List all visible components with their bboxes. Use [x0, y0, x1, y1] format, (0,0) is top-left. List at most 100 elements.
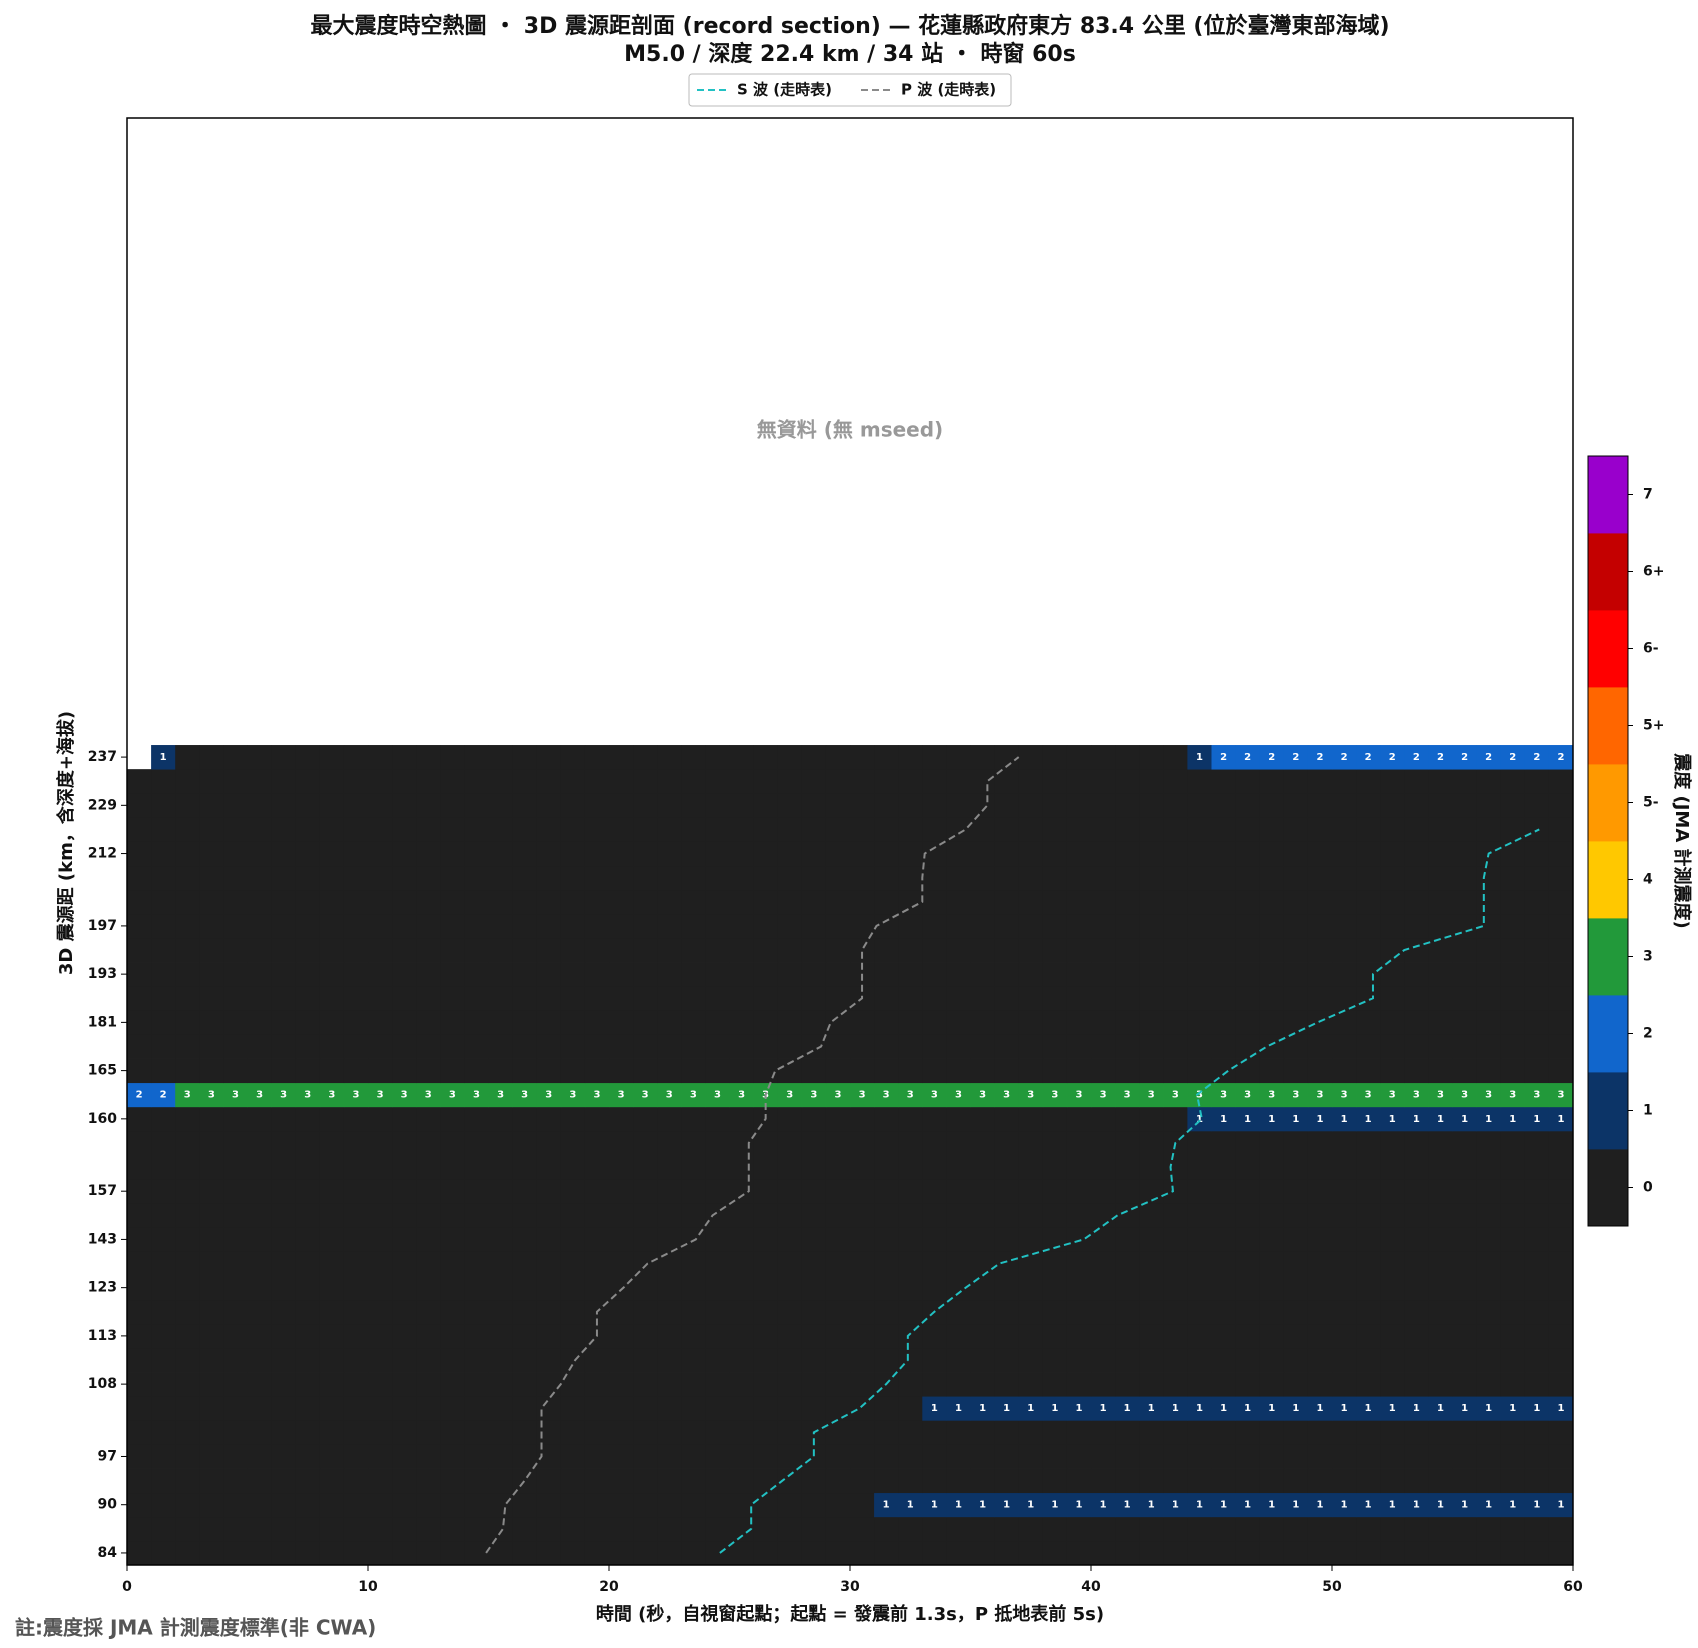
heat-cell — [1115, 1227, 1140, 1252]
heat-cell — [633, 1299, 658, 1325]
heat-cell — [1524, 937, 1550, 963]
heat-cell — [1524, 1058, 1550, 1084]
heat-cell — [1187, 1155, 1212, 1180]
heat-cell — [1380, 1420, 1405, 1445]
heat-cell — [1548, 962, 1574, 987]
heat-cell — [1235, 1372, 1261, 1397]
heat-cell — [874, 1010, 899, 1035]
cell-label: 1 — [1557, 1500, 1564, 1511]
heat-cell — [1307, 769, 1333, 794]
heat-cell — [488, 1010, 513, 1035]
heat-cell — [1428, 986, 1453, 1011]
heat-cell — [1548, 913, 1574, 939]
heat-cell — [705, 1251, 730, 1276]
heat-cell — [657, 1347, 682, 1373]
heat-cell — [850, 769, 875, 794]
heat-cell — [825, 1420, 851, 1445]
heat-cell — [1500, 1420, 1526, 1445]
heat-cell — [1235, 1299, 1261, 1325]
heat-cell — [271, 1540, 297, 1566]
heat-cell — [127, 937, 152, 963]
heat-cell — [488, 889, 513, 915]
cell-label: 1 — [1124, 1403, 1131, 1414]
heat-cell — [536, 841, 562, 867]
cell-label: 1 — [1437, 1114, 1444, 1125]
heat-cell — [127, 1299, 152, 1325]
heat-cell — [1548, 1058, 1574, 1084]
heat-cell — [657, 1492, 682, 1518]
heat-cell — [392, 962, 417, 987]
heat-cell — [1500, 745, 1526, 770]
heat-cell — [175, 1034, 200, 1059]
heat-cell — [1235, 817, 1261, 842]
heat-cell — [1307, 1227, 1333, 1252]
heat-cell — [271, 1444, 297, 1469]
heat-cell — [994, 1492, 1020, 1518]
cell-label: 3 — [1461, 1090, 1468, 1101]
colorbar-label: 5- — [1643, 795, 1659, 811]
heat-cell — [1066, 1106, 1092, 1132]
heat-cell — [681, 1347, 706, 1373]
heat-cell — [488, 793, 513, 818]
heat-cell — [1356, 1275, 1381, 1301]
heat-cell — [1139, 1516, 1164, 1542]
heat-cell — [1332, 841, 1357, 867]
cell-label: 3 — [1341, 1090, 1348, 1101]
heat-cell — [1307, 1492, 1333, 1518]
heat-cell — [898, 1010, 923, 1035]
heat-cell — [560, 889, 586, 915]
heat-cell — [801, 793, 827, 818]
heat-cell — [777, 1420, 803, 1445]
heat-cell — [898, 1275, 923, 1301]
heat-cell — [1524, 745, 1550, 770]
heat-cell — [1115, 913, 1140, 939]
heat-cell — [1259, 1347, 1285, 1373]
heat-cell — [1332, 793, 1357, 818]
heat-cell — [705, 986, 730, 1011]
heat-cell — [1428, 1468, 1453, 1494]
y-tick-label: 197 — [88, 918, 117, 934]
heat-cell — [1115, 1034, 1140, 1059]
heat-cell — [1235, 1516, 1261, 1542]
cell-label: 1 — [1244, 1403, 1251, 1414]
heat-cell — [946, 962, 971, 987]
heat-cell — [609, 1516, 634, 1542]
heat-cell — [512, 1130, 538, 1156]
heat-cell — [1524, 1492, 1550, 1518]
heat-cell — [440, 1516, 465, 1542]
heat-cell — [705, 1444, 730, 1469]
heat-cell — [151, 1444, 176, 1469]
cell-label: 2 — [1389, 752, 1396, 763]
heat-cell — [175, 1468, 200, 1494]
heat-cell — [1307, 1010, 1333, 1035]
heat-cell — [801, 1372, 827, 1397]
heat-cell — [247, 1347, 272, 1373]
heat-cell — [609, 1058, 634, 1084]
y-tick-label: 108 — [88, 1376, 117, 1392]
heat-cell — [1066, 889, 1092, 915]
heat-cell — [1259, 1444, 1285, 1469]
cell-label: 1 — [1100, 1500, 1107, 1511]
heat-cell — [874, 1275, 899, 1301]
heat-cell — [1404, 986, 1429, 1011]
heat-cell — [343, 1420, 369, 1445]
heat-cell — [464, 913, 489, 939]
heat-cell — [609, 913, 634, 939]
heat-cell — [1428, 1492, 1453, 1518]
heat-cell — [199, 1082, 224, 1108]
heat-cell — [946, 1468, 971, 1494]
heat-cell — [609, 1106, 634, 1132]
heat-cell — [1163, 1347, 1188, 1373]
heat-cell — [922, 1251, 947, 1276]
heat-cell — [1332, 1034, 1357, 1059]
heat-cell — [368, 1444, 393, 1469]
heat-cell — [536, 1396, 562, 1421]
heat-cell — [874, 1227, 899, 1252]
heat-cell — [1380, 1299, 1405, 1325]
heat-cell — [175, 1372, 200, 1397]
heat-cell — [199, 865, 224, 891]
heat-cell — [1091, 986, 1116, 1011]
heat-cell — [1187, 1034, 1212, 1059]
heat-cell — [970, 793, 995, 818]
heat-cell — [1211, 1420, 1236, 1445]
